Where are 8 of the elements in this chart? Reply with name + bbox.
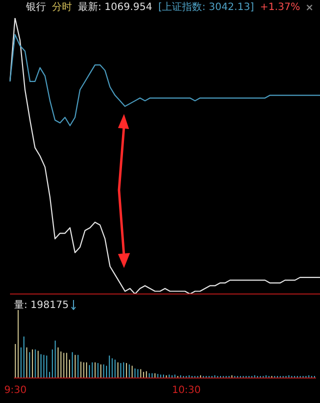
text: +1.37% xyxy=(260,2,300,12)
x-tick-label: 10:30 xyxy=(172,385,201,396)
chart-title: 量: 198175 xyxy=(14,299,69,312)
chart-title: 银行 xyxy=(26,1,46,14)
x-tick-label: 9:30 xyxy=(4,385,27,396)
text: [上证指数: 3042.13] xyxy=(158,0,254,14)
text: 最新: 1069.954 xyxy=(78,0,152,14)
chart-subtitle: 分时 xyxy=(52,0,72,14)
